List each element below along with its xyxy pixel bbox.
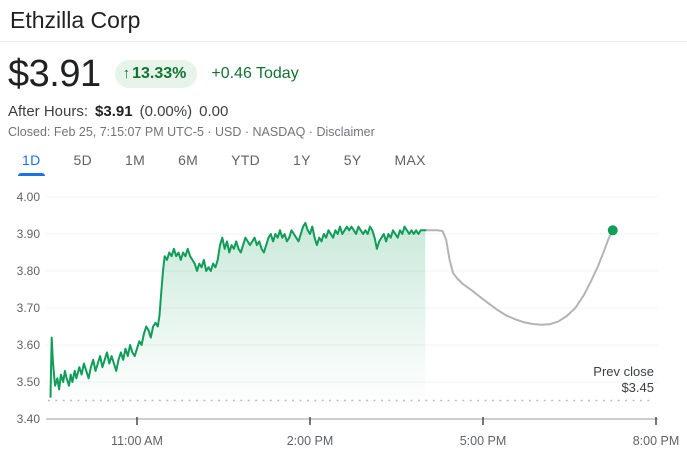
y-axis-label: 4.00 xyxy=(16,190,40,204)
y-axis-label: 3.90 xyxy=(16,227,40,241)
tab-1d-label: 1D xyxy=(22,152,41,168)
price-row: $3.91 ↑ 13.33% +0.46 Today xyxy=(0,42,687,96)
tab-ytd-label: YTD xyxy=(231,152,261,168)
prev-close-text: Prev close xyxy=(593,364,654,379)
x-axis-label: 2:00 PM xyxy=(286,434,334,448)
change-today: +0.46 Today xyxy=(211,65,299,82)
change-percent-badge: ↑ 13.33% xyxy=(114,60,198,88)
y-axis-label: 3.40 xyxy=(16,412,40,426)
x-axis-label: 5:00 PM xyxy=(459,434,507,448)
tab-1y[interactable]: 1Y xyxy=(293,152,311,176)
price-line xyxy=(49,221,427,398)
tab-1m[interactable]: 1M xyxy=(125,152,145,176)
x-axis-label: 11:00 AM xyxy=(111,434,163,448)
page-title: Ethzilla Corp xyxy=(10,7,141,33)
up-arrow-icon: ↑ xyxy=(122,65,131,82)
tab-5y-label: 5Y xyxy=(343,152,362,168)
closed-status-text: Closed: Feb 25, 7:15:07 PM UTC-5 · USD ·… xyxy=(8,125,317,139)
tab-ytd[interactable]: YTD xyxy=(231,152,260,176)
x-axis-label: 8:00 PM xyxy=(632,434,680,448)
after-hours-row: After Hours: $3.91 (0.00%) 0.00 xyxy=(0,96,687,121)
prev-close-label: Prev close $3.45 xyxy=(593,364,654,396)
tab-5y[interactable]: 5Y xyxy=(344,152,362,176)
y-axis-label: 3.80 xyxy=(16,264,40,278)
y-axis-label: 3.70 xyxy=(16,301,40,315)
after-hours-percent: (0.00%) xyxy=(139,103,193,120)
tab-1m-label: 1M xyxy=(125,152,146,168)
after-hours-line xyxy=(424,229,614,326)
tab-1y-label: 1Y xyxy=(293,152,311,168)
header-divider xyxy=(0,41,687,42)
market-status-line: Closed: Feb 25, 7:15:07 PM UTC-5 · USD ·… xyxy=(0,121,687,140)
tab-5d-label: 5D xyxy=(73,152,92,168)
disclaimer-link[interactable]: Disclaimer xyxy=(316,125,375,139)
chart-svg[interactable] xyxy=(0,184,687,459)
change-percent: 13.33% xyxy=(132,65,187,82)
active-tab-underline xyxy=(18,173,45,176)
time-range-tabs: 1D 5D 1M 6M YTD 1Y 5Y MAX xyxy=(0,140,687,176)
area-fill xyxy=(50,222,426,403)
chart-area[interactable]: Prev close $3.45 11:00 AM 2:00 PM 5:00 PM 8… xyxy=(0,184,687,459)
after-hours-label: After Hours: xyxy=(8,103,89,120)
tab-5d[interactable]: 5D xyxy=(74,152,93,176)
y-axis-label: 3.60 xyxy=(16,338,40,352)
tab-6m[interactable]: 6M xyxy=(178,152,198,176)
after-hours-change: 0.00 xyxy=(199,103,229,120)
tab-6m-label: 6M xyxy=(178,152,199,168)
current-price: $3.91 xyxy=(8,52,101,95)
last-price-dot xyxy=(607,225,618,236)
tab-max-label: MAX xyxy=(394,152,426,168)
after-hours-price: $3.91 xyxy=(95,103,133,120)
tab-max[interactable]: MAX xyxy=(395,152,426,176)
tab-1d[interactable]: 1D xyxy=(18,152,45,176)
prev-close-value: $3.45 xyxy=(621,380,654,395)
y-axis-label: 3.50 xyxy=(16,375,40,389)
